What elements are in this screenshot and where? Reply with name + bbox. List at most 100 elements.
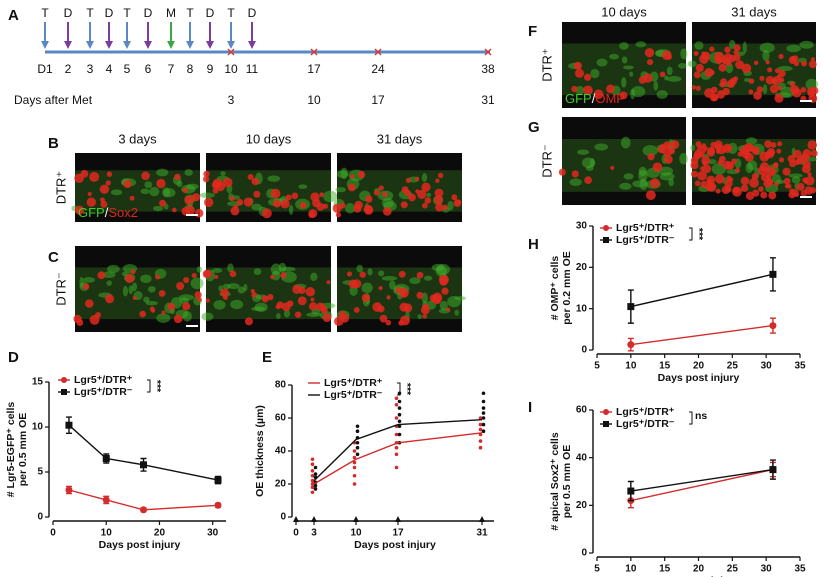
micrograph (199, 153, 338, 222)
nucleus (339, 202, 346, 209)
treatment-label: D (105, 6, 114, 20)
nucleus (766, 166, 777, 177)
nucleus (690, 161, 699, 170)
gfp-signal (227, 263, 234, 273)
marker (102, 455, 110, 462)
nucleus (695, 63, 704, 73)
nucleus (203, 170, 210, 178)
x-tick-label: 10 (625, 564, 637, 575)
nucleus (95, 312, 102, 319)
y-axis-label: # apical Sox2⁺ cells (549, 432, 561, 531)
nucleus (129, 195, 135, 201)
met-day: 17 (371, 93, 385, 107)
day-label: 11 (246, 62, 259, 76)
nucleus (73, 314, 82, 324)
panel-label: C (48, 249, 59, 266)
gfp-signal (184, 169, 193, 176)
nucleus (291, 192, 299, 200)
nucleus (740, 184, 749, 192)
gfp-signal (656, 90, 668, 99)
sampling-mark (374, 48, 382, 56)
nucleus (441, 287, 449, 295)
panel-label: G (528, 119, 540, 136)
nucleus (361, 293, 371, 303)
nucleus (348, 279, 358, 289)
nucleus (714, 140, 723, 149)
nucleus (297, 296, 307, 306)
nucleus (132, 295, 137, 301)
gfp-signal (423, 275, 433, 281)
series-line (630, 324, 774, 346)
nucleus (335, 212, 342, 218)
nucleus (659, 71, 666, 78)
nucleus (647, 59, 654, 66)
nucleus (619, 91, 628, 100)
nucleus (174, 173, 181, 181)
legend-label: Lgr5⁺/DTR⁺ (74, 374, 133, 386)
nucleus (353, 306, 360, 313)
nucleus (220, 288, 229, 298)
gfp-signal (569, 178, 582, 187)
x-axis-label: Days post injury (658, 372, 740, 384)
nucleus (97, 271, 106, 280)
legend-marker (61, 377, 67, 383)
nucleus (280, 272, 287, 279)
nucleus (181, 206, 190, 216)
nucleus (353, 204, 362, 213)
nucleus (156, 178, 166, 189)
y-tick-label: 20 (576, 262, 588, 273)
data-point (478, 422, 483, 427)
nucleus (722, 87, 730, 96)
nucleus (176, 281, 185, 291)
nucleus (778, 69, 786, 78)
nucleus (666, 54, 672, 60)
nucleus (379, 314, 388, 323)
y-tick-label: 30 (576, 221, 588, 232)
panel-label: H (528, 236, 539, 253)
nucleus (261, 208, 272, 219)
gfp-signal (230, 299, 244, 310)
nucleus (693, 50, 699, 57)
nucleus (158, 290, 166, 297)
nucleus (272, 199, 281, 208)
nucleus (305, 287, 316, 297)
met-day: 31 (481, 93, 495, 107)
panel-label: A (8, 7, 19, 24)
gfp-signal (182, 310, 193, 322)
nucleus (573, 61, 582, 70)
nucleus (702, 164, 712, 174)
gfp-signal (131, 282, 138, 292)
arrow-head (41, 41, 49, 49)
nucleus (74, 173, 84, 184)
gfp-signal (447, 200, 454, 211)
nucleus (292, 284, 302, 294)
nucleus (435, 203, 444, 212)
nucleus (786, 183, 792, 189)
met-day: 10 (307, 93, 321, 107)
gfp-signal (310, 272, 318, 281)
gfp-signal (620, 136, 631, 149)
data-point (313, 487, 318, 491)
data-point (313, 472, 318, 476)
nucleus (286, 300, 294, 307)
nucleus (378, 185, 384, 191)
nucleus (732, 186, 742, 197)
column-header: 31 days (731, 4, 777, 19)
data-point (394, 445, 399, 450)
series-line (68, 489, 219, 511)
x-tick-label: 10 (350, 528, 362, 539)
data-point (352, 449, 357, 453)
data-point (394, 396, 399, 401)
gfp-signal (454, 309, 460, 316)
gfp-signal (306, 312, 322, 317)
gfp-signal (694, 41, 704, 50)
nucleus (372, 302, 383, 312)
gfp-signal (788, 173, 803, 178)
gfp-signal (186, 183, 199, 190)
data-point (397, 432, 402, 437)
y-axis-label: OE thickness (µm) (254, 405, 266, 497)
nucleus (280, 199, 290, 209)
gfp-signal (110, 189, 123, 196)
marker (65, 421, 73, 429)
data-point (397, 406, 402, 410)
